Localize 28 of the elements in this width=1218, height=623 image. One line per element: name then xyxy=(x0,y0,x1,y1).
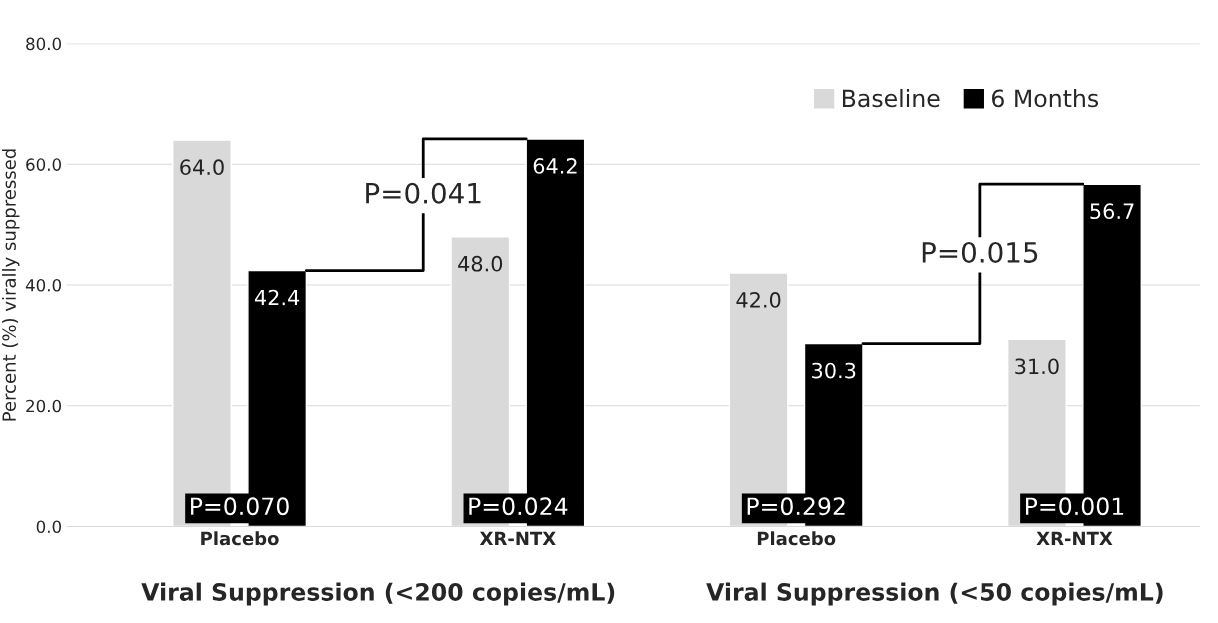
y-tick-label: 0.0 xyxy=(36,520,62,533)
data-label: 42.4 xyxy=(254,289,300,306)
data-label: 64.0 xyxy=(180,159,224,176)
annotation: P=0.024 xyxy=(469,497,568,516)
data-label: 30.3 xyxy=(812,362,856,379)
data-label: 48.0 xyxy=(458,255,503,272)
annotation: P=0.041 xyxy=(366,182,481,204)
y-axis-title: Percent (%) virally suppressed xyxy=(1,149,20,421)
data-label: 42.0 xyxy=(736,292,781,308)
y-tick-label: 80.0 xyxy=(26,37,62,51)
annotation: P=0.070 xyxy=(191,497,289,516)
data-label: 64.2 xyxy=(533,158,577,174)
x-tick-label: Placebo xyxy=(201,531,279,546)
annotation: P=0.015 xyxy=(922,241,1038,263)
text: Viral Suppression (<50 copies/mL) xyxy=(706,582,1163,606)
y-tick-label: 40.0 xyxy=(25,278,62,292)
y-tick-label: 60.0 xyxy=(26,158,62,171)
x-tick-label: XR-NTX xyxy=(1036,531,1113,546)
legend-label: Baseline xyxy=(842,89,940,108)
annotation: P=0.292 xyxy=(747,497,845,516)
data-label: 31.0 xyxy=(1015,358,1059,375)
annotation: P=0.001 xyxy=(1026,497,1124,516)
text: Viral Suppression (<200 copies/mL) xyxy=(141,582,615,606)
x-tick-label: XR-NTX xyxy=(479,531,556,546)
y-tick-label: 20.0 xyxy=(26,399,62,413)
x-tick-label: Placebo xyxy=(757,531,836,546)
legend-label: 6 Months xyxy=(992,89,1099,108)
data-label: 56.7 xyxy=(1090,203,1134,220)
